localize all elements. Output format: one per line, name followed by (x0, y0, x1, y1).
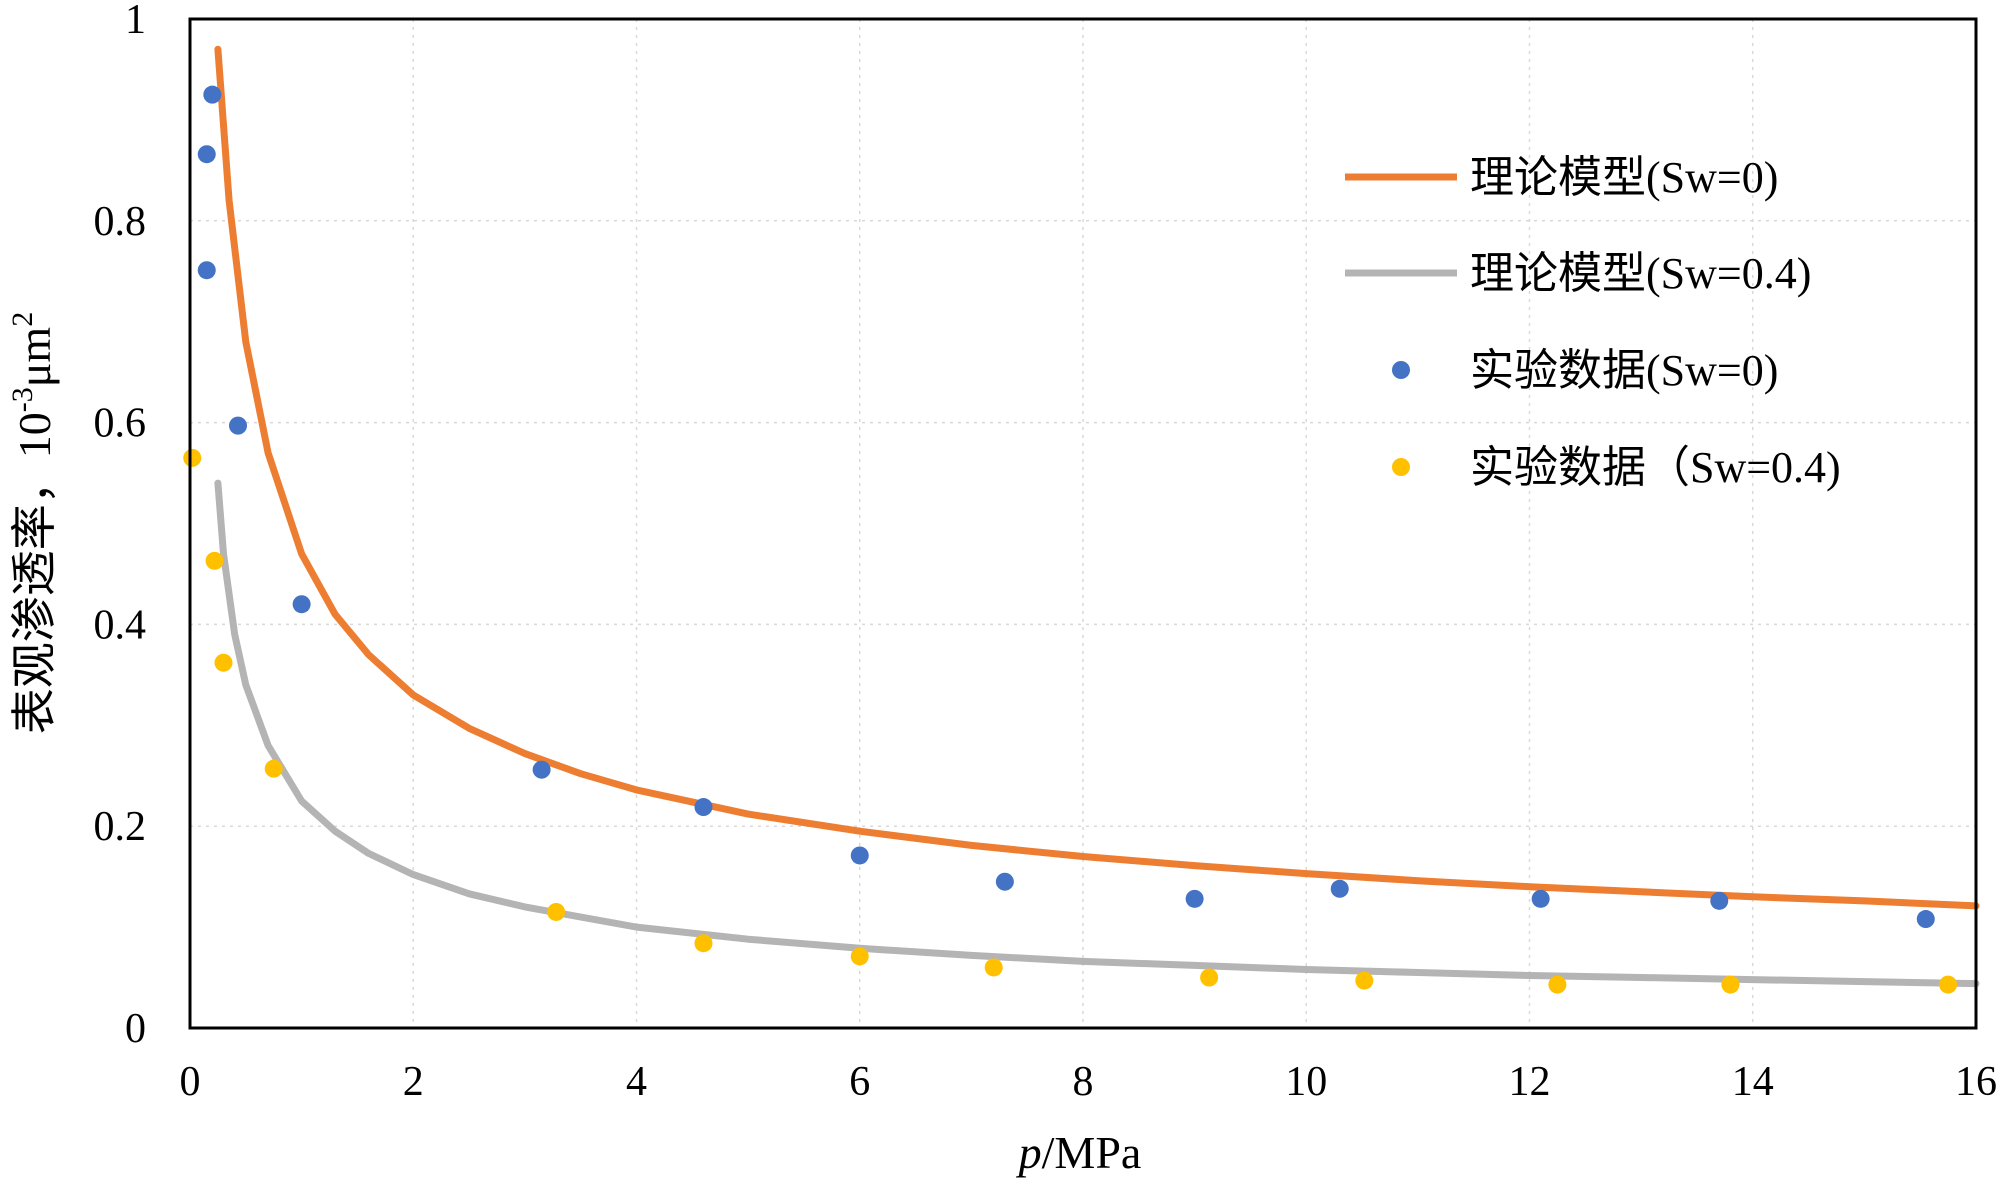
series-2-point (197, 145, 216, 164)
series-2-point (292, 595, 311, 614)
y-tick-label: 0.8 (94, 199, 147, 245)
series-2-point (1185, 889, 1204, 908)
series-3-point (694, 934, 713, 953)
series-2-point (1330, 879, 1349, 898)
y-axis-label-sup1: -3 (6, 387, 39, 412)
series-2-point (850, 846, 869, 865)
series-2-point (228, 416, 247, 435)
y-axis-label-unit: μm (9, 327, 60, 388)
series-line-1 (214, 479, 1980, 988)
series-3-point (1548, 975, 1567, 994)
x-tick-label: 2 (403, 1059, 424, 1105)
y-tick-label: 1 (125, 0, 146, 43)
legend-swatch-2 (1392, 361, 1410, 379)
series-3-point (1355, 971, 1374, 990)
x-tick-label: 4 (626, 1059, 647, 1105)
legend-label-2: 实验数据(Sw=0) (1470, 346, 1778, 395)
series-3-point (984, 958, 1003, 977)
series-3-point (264, 759, 283, 778)
series-layer (183, 45, 1980, 994)
series-2-point (1531, 889, 1550, 908)
series-3-point (183, 448, 202, 467)
series-3-point (1939, 975, 1958, 994)
x-axis-label-italic: p (1016, 1127, 1042, 1178)
y-tick-label: 0.6 (94, 401, 147, 447)
legend-swatch-3 (1392, 458, 1410, 476)
x-axis-label-unit: /MPa (1042, 1127, 1142, 1178)
gridlines (190, 19, 1976, 1028)
series-3-point (1200, 968, 1219, 987)
tick-labels: 0 2 4 6 8 10 12 14 16 0 0.2 0.4 0.6 0.8 1 (94, 0, 1998, 1105)
legend-label-0: 理论模型(Sw=0) (1470, 153, 1778, 202)
x-tick-label: 10 (1285, 1059, 1327, 1105)
series-3-point (850, 947, 869, 966)
series-2-point (532, 760, 551, 779)
series-3-point (547, 902, 566, 921)
x-tick-label: 16 (1955, 1059, 1997, 1105)
y-axis-label: 表观渗透率，10-3μm2 (6, 312, 60, 734)
legend: 理论模型(Sw=0) 理论模型(Sw=0.4) 实验数据(Sw=0) 实验数据（… (1345, 153, 1841, 492)
y-axis-label-sup2: 2 (6, 312, 39, 327)
series-2-point (203, 85, 222, 104)
plot-frame (188, 17, 1978, 1030)
series-line-0 (214, 45, 1980, 910)
series-2-point (694, 798, 713, 817)
series-3-point (1721, 975, 1740, 994)
y-tick-label: 0.4 (94, 602, 147, 648)
series-2-point (197, 261, 216, 280)
x-axis-label: p/MPa (1016, 1127, 1142, 1178)
legend-label-1: 理论模型(Sw=0.4) (1470, 249, 1811, 298)
series-2-point (1710, 891, 1729, 910)
x-tick-label: 0 (180, 1059, 201, 1105)
x-tick-label: 8 (1073, 1059, 1094, 1105)
series-2-point (1916, 910, 1935, 929)
series-2-point (995, 872, 1014, 891)
x-tick-label: 12 (1509, 1059, 1551, 1105)
x-tick-label: 6 (849, 1059, 870, 1105)
series-3-point (205, 551, 224, 570)
x-tick-label: 14 (1732, 1059, 1774, 1105)
y-tick-label: 0 (125, 1006, 146, 1052)
y-axis-label-main: 表观渗透率，10 (9, 412, 60, 734)
series-3-point (214, 653, 233, 672)
legend-label-3: 实验数据（Sw=0.4) (1470, 443, 1841, 492)
y-tick-label: 0.2 (94, 804, 147, 850)
